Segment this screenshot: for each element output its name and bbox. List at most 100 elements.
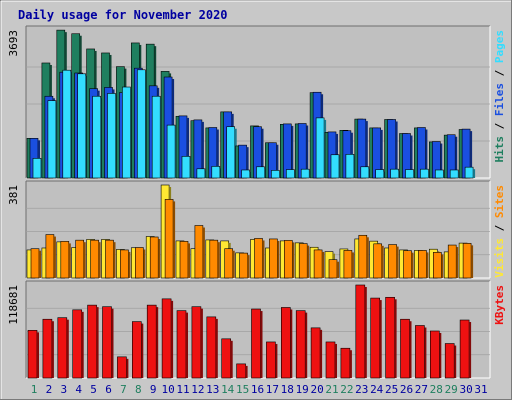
top-bar-pages-day-21 (330, 154, 341, 179)
bottom-bar-kbytes-day-12-side (200, 308, 203, 378)
top-bar-files-day-30-side (470, 131, 473, 178)
bottom-bar-kbytes-day-15 (236, 363, 248, 379)
middle-bar-sites-day-23 (358, 234, 369, 279)
middle-bar-sites-day-27-side (426, 252, 429, 278)
top-bar-files-day-15-side (246, 147, 249, 178)
top-bar-pages-day-11-face (181, 156, 191, 179)
middle-bar-sites-day-16 (254, 238, 265, 279)
middle-bar-sites-day-21 (328, 259, 339, 279)
bottom-bar-kbytes-day-21-face (325, 341, 336, 379)
bottom-bar-kbytes-day-4-face (72, 309, 82, 379)
bottom-bar-kbytes-day-7-side (126, 358, 129, 378)
day-label-29: 29 (445, 383, 458, 396)
top-bar-pages-day-21-face (330, 154, 340, 179)
middle-bar-sites-day-17-face (269, 238, 278, 279)
bottom-bar-kbytes-day-28-face (429, 330, 440, 379)
middle-bar-sites-day-6-face (105, 239, 114, 279)
top-bar-pages-day-7 (122, 86, 133, 179)
bottom-bar-kbytes-day-23-face (355, 284, 366, 379)
bottom-bar-kbytes-day-29-face (444, 343, 455, 379)
top-bar-pages-day-16-face (256, 166, 265, 179)
middle-bar-sites-day-2-face (45, 234, 55, 279)
bottom-bar-kbytes-day-16 (251, 308, 263, 379)
bottom-bar-kbytes-day-9-side (156, 307, 159, 378)
day-label-5: 5 (90, 383, 97, 396)
middle-bar-sites-day-21-side (337, 261, 339, 278)
top-bar-pages-day-4-face (77, 73, 86, 179)
day-label-9: 9 (150, 383, 157, 396)
middle-bar-sites-day-29-side (456, 247, 459, 278)
top-bar-files-day-27-side (425, 129, 428, 178)
bottom-bar-kbytes-day-25 (385, 296, 397, 379)
middle-bar-sites-day-25-face (388, 244, 397, 279)
day-label-31: 31 (474, 383, 487, 396)
bottom-bar-kbytes-day-17 (266, 341, 278, 379)
middle-bar-sites-day-23-face (358, 234, 368, 279)
middle-bar-sites-day-19-face (298, 243, 308, 279)
chart-title: Daily usage for November 2020 (18, 8, 228, 22)
bottom-bar-kbytes-day-1 (27, 330, 39, 379)
day-label-4: 4 (75, 383, 82, 396)
bottom-bar-kbytes-day-5-face (87, 304, 97, 379)
middle-bar-sites-day-7-side (128, 251, 131, 278)
top-bar-pages-day-20 (315, 117, 327, 179)
top-bar-pages-day-20-face (315, 117, 325, 179)
bottom-bar-kbytes-day-13-face (206, 316, 217, 379)
top-bar-pages-day-5-face (92, 95, 101, 179)
bottom-bar-kbytes-day-21-side (335, 343, 337, 378)
bottom-bar-kbytes-day-1-face (27, 330, 38, 379)
top-bar-files-day-29-side (455, 136, 458, 178)
top-bar-pages-day-13-face (211, 166, 221, 179)
middle-bar-sites-day-16-side (262, 240, 265, 278)
day-label-24: 24 (370, 383, 384, 396)
middle-bar-sites-day-16-face (254, 238, 263, 279)
legend-separator: / (493, 63, 506, 83)
middle-bar-sites-day-14 (224, 248, 235, 279)
top-bar-pages-day-1-face (32, 158, 42, 179)
bottom-bar-kbytes-day-3 (57, 317, 69, 379)
top-bar-pages-day-18-face (285, 169, 295, 179)
bottom-bar-kbytes-day-27-face (415, 325, 425, 379)
bottom-bar-kbytes-day-18 (280, 307, 293, 379)
top-bar-pages-day-11 (181, 156, 192, 179)
bottom-bar-kbytes-day-19-face (295, 310, 306, 379)
top-bar-pages-day-6 (107, 93, 118, 179)
bottom-bar-kbytes-day-8-face (132, 321, 142, 379)
middle-bar-sites-day-1-side (39, 250, 41, 278)
bottom-bar-kbytes-day-20 (310, 327, 323, 379)
bottom-bar-kbytes-day-30-side (469, 322, 472, 378)
middle-bar-sites-day-7-face (120, 249, 129, 279)
middle-bar-sites-day-13-face (209, 239, 219, 279)
middle-bar-sites-day-6 (105, 239, 116, 279)
middle-bar-sites-day-14-face (224, 248, 233, 279)
top-bar-pages-day-9-face (151, 95, 161, 179)
middle-bar-sites-day-24-side (381, 245, 384, 278)
bottom-bar-kbytes-day-14-face (221, 338, 231, 379)
middle-bar-sites-day-12-face (194, 225, 204, 279)
bottom-bar-kbytes-day-10-side (171, 300, 174, 378)
middle-bar-sites-day-4-side (83, 242, 86, 278)
top-bar-pages-day-7-face (122, 86, 131, 179)
bottom-bar-kbytes-day-22-face (340, 347, 351, 379)
bottom-bar-kbytes-day-7-face (117, 356, 127, 379)
bottom-bar-kbytes-day-12-face (191, 306, 202, 379)
day-label-30: 30 (459, 383, 472, 396)
middle-bar-sites-day-8 (135, 247, 146, 279)
day-label-19: 19 (296, 383, 309, 396)
middle-bar-sites-day-17 (269, 238, 280, 279)
bottom-bar-kbytes-day-3-face (57, 317, 68, 379)
top-bar-pages-day-5 (92, 95, 103, 179)
bottom-bar-kbytes-day-17-side (275, 343, 278, 378)
bottom-bar-kbytes-day-2 (42, 318, 54, 379)
middle-bar-sites-day-10 (164, 199, 176, 279)
middle-bar-sites-day-26-face (403, 250, 412, 279)
top-bar-pages-day-12-face (196, 168, 206, 179)
bottom-bar-kbytes-day-29-side (454, 345, 457, 378)
top-bar-files-day-17-side (276, 144, 279, 178)
panel-bottom-legend: KBytes (493, 285, 506, 325)
top-bar-pages-day-8-face (137, 69, 146, 179)
panel-bottom: 118681 KBytes (7, 280, 506, 379)
bottom-bar-kbytes-day-11-side (186, 312, 188, 378)
middle-bar-sites-day-5 (90, 239, 101, 279)
